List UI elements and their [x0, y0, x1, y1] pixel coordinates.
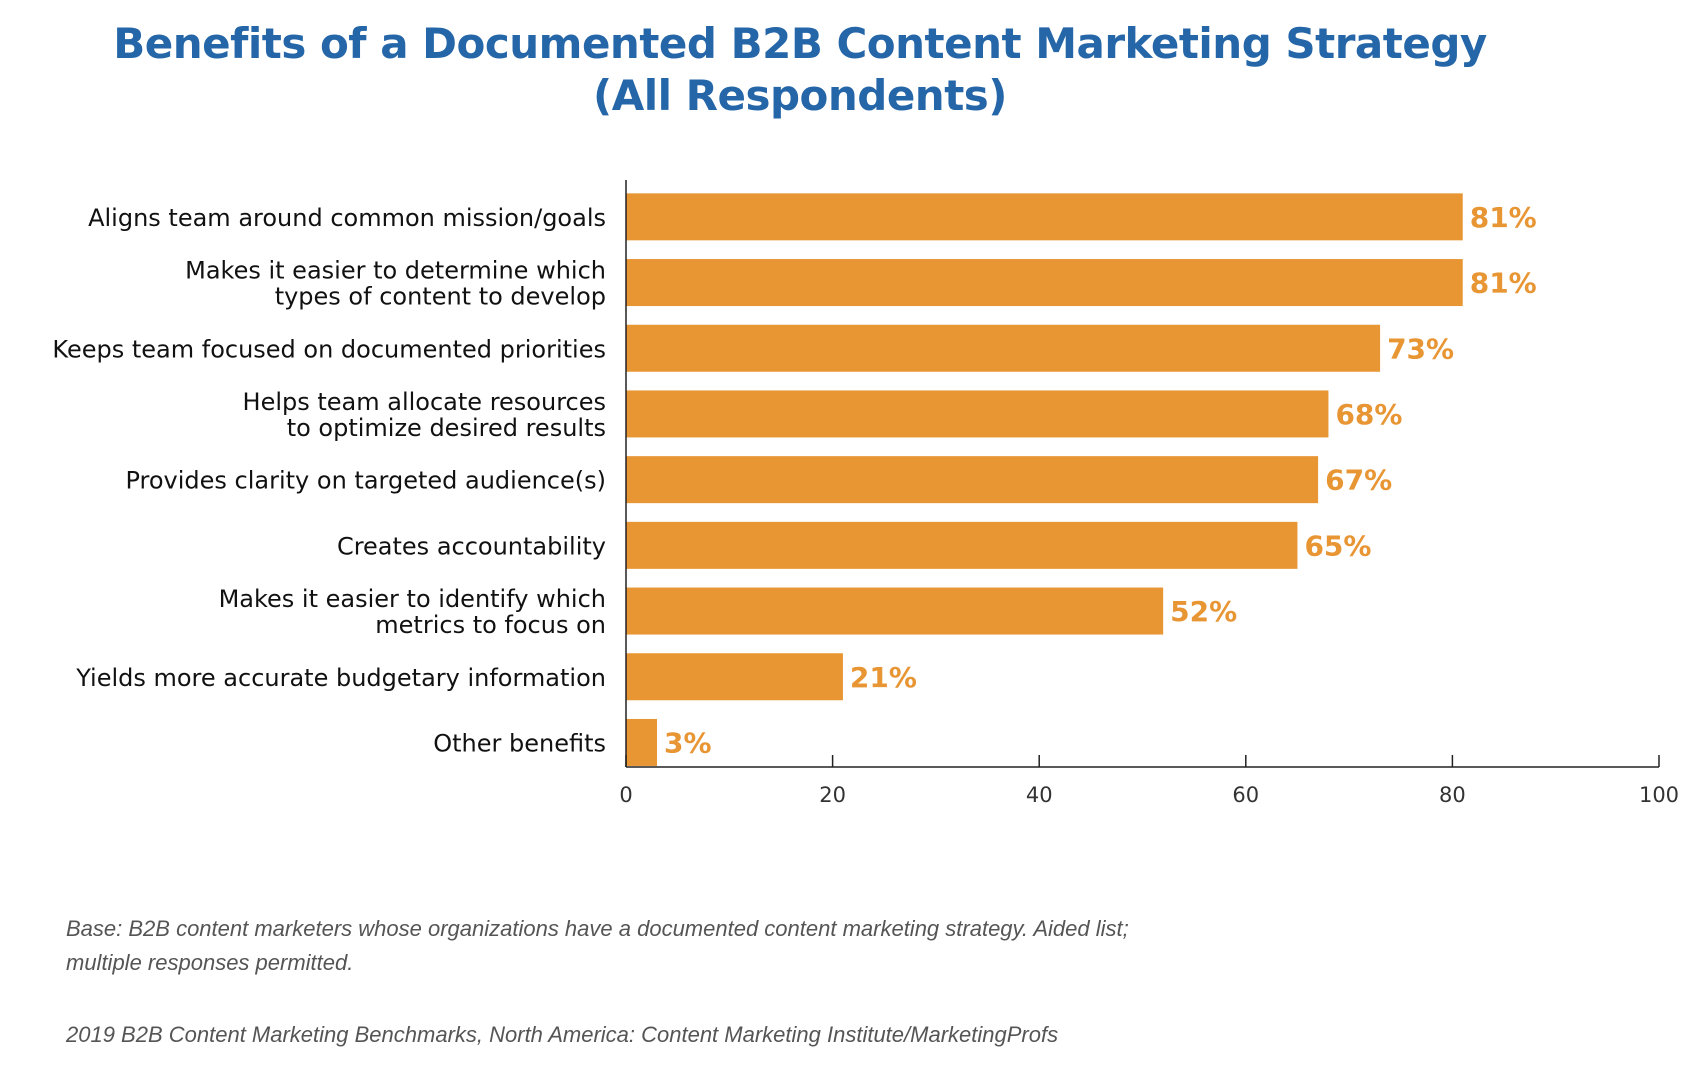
bar — [626, 456, 1319, 504]
x-tick-label: 0 — [619, 783, 632, 807]
category-label: Creates accountability — [337, 532, 606, 560]
bar — [626, 718, 657, 766]
base-footnote: Base: B2B content marketers whose organi… — [66, 916, 1129, 975]
source-footnote: 2019 B2B Content Marketing Benchmarks, N… — [66, 1022, 1059, 1047]
bar — [626, 653, 843, 701]
category-label: Other benefits — [433, 729, 606, 757]
x-tick-label: 20 — [819, 783, 846, 807]
bar-value-label: 67% — [1325, 464, 1392, 497]
chart-title: Benefits of a Documented B2B Content Mar… — [0, 18, 1600, 122]
category-label: Makes it easier to identify which — [219, 585, 606, 613]
x-tick-label: 80 — [1439, 783, 1466, 807]
category-label: Yields more accurate budgetary informati… — [75, 664, 606, 692]
bar-value-label: 73% — [1387, 332, 1454, 365]
bar — [626, 521, 1298, 569]
category-label: Keeps team focused on documented priorit… — [52, 335, 606, 363]
bar-value-label: 81% — [1470, 267, 1537, 300]
bar-value-label: 68% — [1335, 398, 1402, 431]
category-label: metrics to focus on — [375, 611, 606, 639]
category-label: types of content to develop — [275, 283, 606, 311]
x-tick-label: 100 — [1639, 783, 1679, 807]
bar-value-label: 65% — [1304, 529, 1371, 562]
bar-value-label: 3% — [664, 726, 712, 759]
bar — [626, 259, 1463, 307]
x-tick-label: 60 — [1232, 783, 1259, 807]
category-label: Aligns team around common mission/goals — [88, 204, 606, 232]
category-label: Helps team allocate resources — [243, 388, 606, 416]
bar — [626, 587, 1164, 635]
chart-title-line-2: (All Respondents) — [593, 71, 1007, 120]
x-tick-label: 40 — [1026, 783, 1053, 807]
bar — [626, 324, 1381, 372]
bar-value-label: 21% — [850, 661, 917, 694]
bar — [626, 193, 1463, 241]
bar — [626, 390, 1329, 438]
category-label: to optimize desired results — [287, 414, 606, 442]
category-label: Provides clarity on targeted audience(s) — [125, 467, 606, 495]
chart-title-line-1: Benefits of a Documented B2B Content Mar… — [113, 19, 1487, 68]
bar-chart: 81% Aligns team around common mission/goa… — [52, 180, 1679, 807]
category-label: Makes it easier to determine which — [185, 257, 606, 285]
bar-value-label: 81% — [1470, 201, 1537, 234]
bar-value-label: 52% — [1170, 595, 1237, 628]
